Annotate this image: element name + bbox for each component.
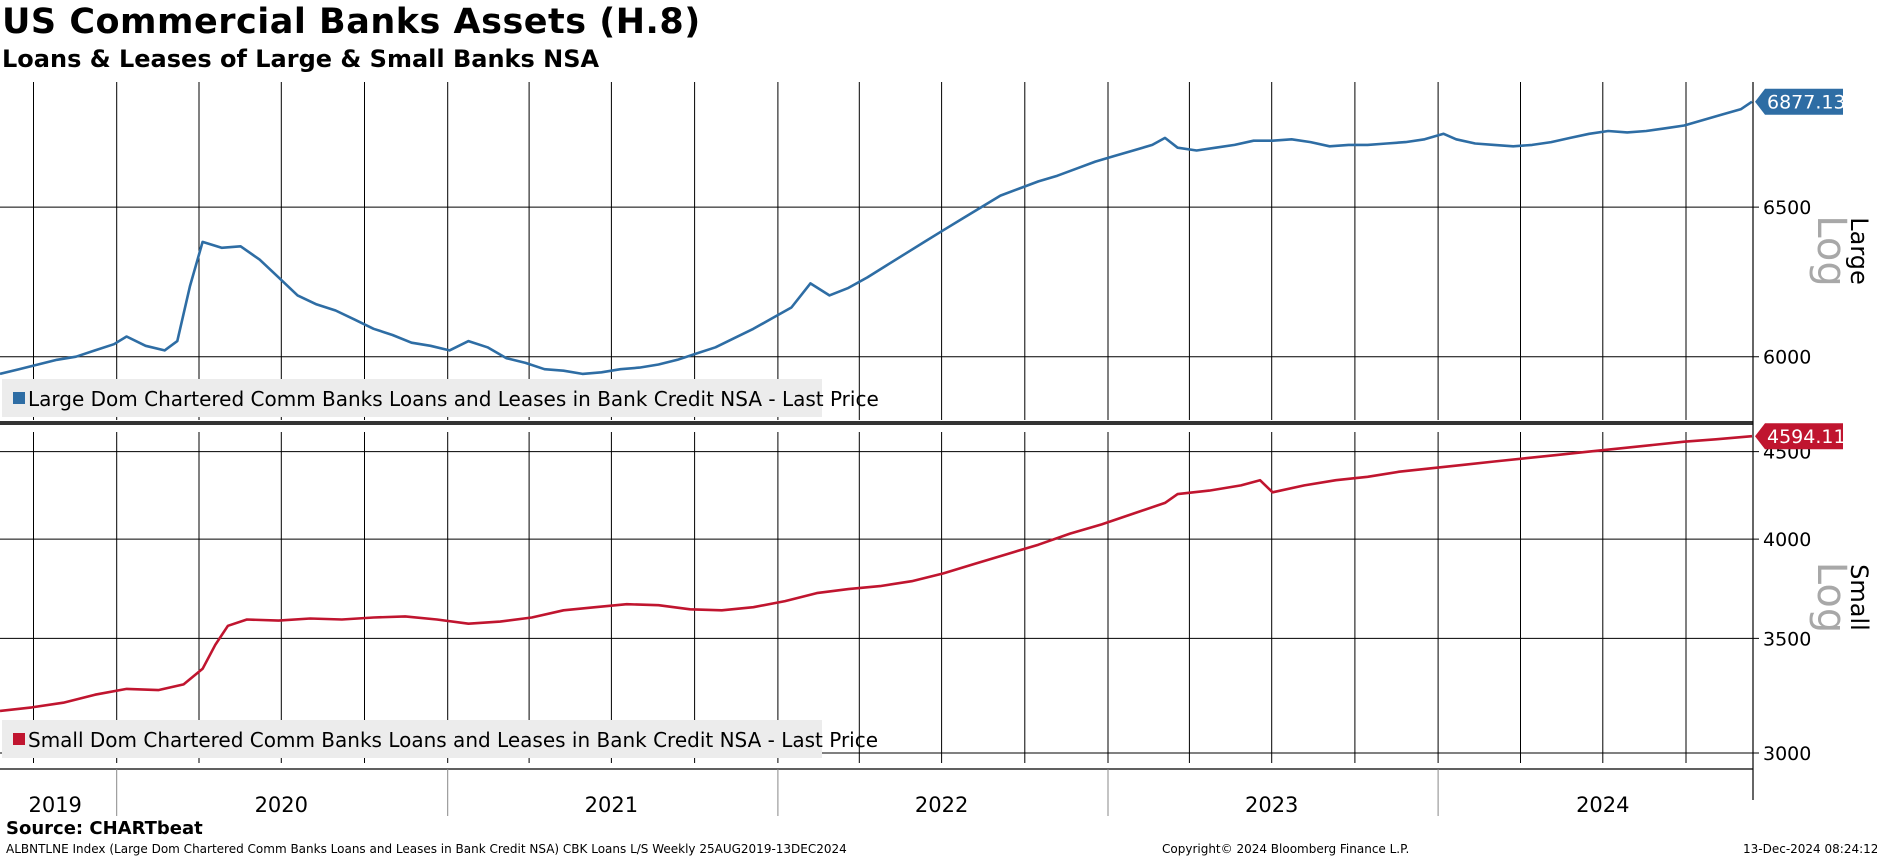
y-tick-label-bottom-0: 3000 [1763,743,1811,765]
y-tick-label-top-0: 6000 [1763,347,1811,369]
panel-side-label-bottom: Small [1845,564,1873,631]
source-label: Source: CHARTbeat [6,818,203,839]
x-tick-label-2019: 2019 [28,793,81,817]
last-value-label-top: 6877.13 [1767,92,1846,114]
last-value-tag-bottom [1755,423,1843,450]
panel-side-label-top: Large [1845,217,1873,285]
chart-title: US Commercial Banks Assets (H.8) [2,2,701,42]
legend-label-top: Large Dom Chartered Comm Banks Loans and… [28,387,879,411]
copyright-text: Copyright© 2024 Bloomberg Finance L.P. [1162,842,1410,856]
legend-swatch-bottom [13,733,25,745]
timestamp: 13-Dec-2024 08:24:12 [1743,842,1877,856]
x-tick-label-2020: 2020 [255,793,308,817]
panel-separator [0,421,1753,425]
log-scale-label-top: Log [1808,215,1854,286]
x-tick-label-2021: 2021 [585,793,638,817]
legend-box-bottom [2,720,822,758]
chart-subtitle: Loans & Leases of Large & Small Banks NS… [2,45,600,73]
y-tick-label-bottom-2: 4000 [1763,529,1811,551]
x-tick-label-2024: 2024 [1576,793,1629,817]
x-tick-label-2022: 2022 [915,793,968,817]
index-description: ALBNTLNE Index (Large Dom Chartered Comm… [6,842,847,856]
legend-label-bottom: Small Dom Chartered Comm Banks Loans and… [28,728,878,752]
y-tick-label-top-1: 6500 [1763,197,1811,219]
last-value-label-bottom: 4594.11 [1767,426,1846,448]
series-line-bottom [0,434,1753,713]
last-value-tag-top [1755,88,1843,115]
y-tick-label-bottom-1: 3500 [1763,628,1811,650]
log-scale-label-bottom: Log [1808,562,1854,633]
series-line-top [0,100,1753,376]
legend-swatch-top [13,392,25,404]
x-tick-label-2023: 2023 [1245,793,1298,817]
legend-box-top [2,379,822,417]
